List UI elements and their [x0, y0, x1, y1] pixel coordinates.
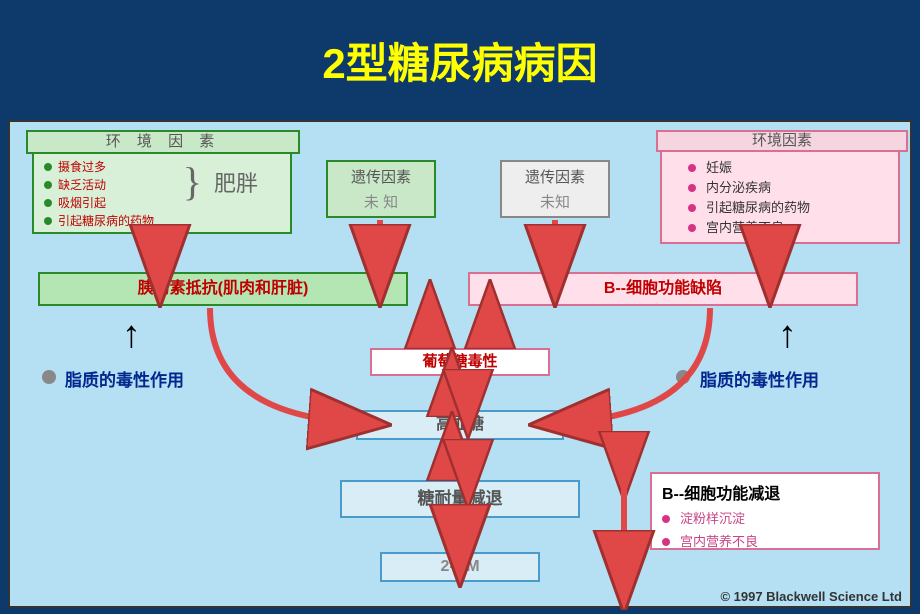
diagram-canvas: 环 境 因 素 摄食过多 缺乏活动 吸烟引起 引起糖尿病的药物 } 肥胖 遗传因…: [8, 120, 912, 608]
env-factors-left: 环 境 因 素 摄食过多 缺乏活动 吸烟引起 引起糖尿病的药物 } 肥胖: [32, 134, 292, 234]
glucose-toxicity-box: 葡萄糖毒性: [370, 348, 550, 376]
up-arrow-icon: ↑: [778, 314, 797, 357]
bcell-decline-item: 淀粉样沉淀: [680, 511, 745, 526]
genetic2-top: 遗传因素: [502, 162, 608, 187]
brace-icon: }: [183, 158, 202, 205]
bullet-dot-icon: [42, 370, 56, 384]
env-right-item: 宫内营养不良: [706, 220, 784, 235]
lipid-toxicity-right: 脂质的毒性作用: [700, 366, 819, 391]
env-right-item: 内分泌疾病: [706, 180, 771, 195]
genetic-factor-2: 遗传因素 未知: [500, 160, 610, 218]
bcell-decline-item: 宫内营养不良: [680, 534, 758, 549]
bcell-decline-title: B--细胞功能减退: [662, 480, 868, 504]
bullet-dot-icon: [676, 370, 690, 384]
igt-box: 糖耐量减退: [340, 480, 580, 518]
up-arrow-icon: ↑: [122, 314, 141, 357]
hyperglycemia-box: 高血糖: [356, 410, 564, 440]
env-left-item: 引起糖尿病的药物: [58, 212, 154, 230]
env-left-item: 缺乏活动: [58, 176, 106, 194]
slide-title: 2型糖尿病病因: [0, 0, 920, 99]
t2dm-box: 2-DM: [380, 552, 540, 582]
obesity-label: 肥胖: [214, 166, 258, 198]
genetic1-top: 遗传因素: [328, 162, 434, 187]
env-left-item: 吸烟引起: [58, 194, 106, 212]
genetic2-bottom: 未知: [502, 187, 608, 212]
insulin-resistance-box: 胰岛素抵抗(肌肉和肝脏): [38, 272, 408, 306]
lipid-toxicity-left: 脂质的毒性作用: [65, 366, 184, 391]
genetic1-bottom: 未 知: [328, 187, 434, 212]
copyright-text: © 1997 Blackwell Science Ltd: [720, 589, 902, 604]
env-factors-right: 环境因素 妊娠 内分泌疾病 引起糖尿病的药物 宫内营养不良: [660, 134, 900, 244]
env-right-header: 环境因素: [656, 130, 908, 152]
env-right-item: 妊娠: [706, 160, 732, 175]
env-left-header: 环 境 因 素: [26, 130, 300, 154]
env-right-item: 引起糖尿病的药物: [706, 200, 810, 215]
genetic-factor-1: 遗传因素 未 知: [326, 160, 436, 218]
bcell-decline-box: B--细胞功能减退 淀粉样沉淀 宫内营养不良: [650, 472, 880, 550]
env-left-item: 摄食过多: [58, 158, 106, 176]
bcell-defect-box: B--细胞功能缺陷: [468, 272, 858, 306]
